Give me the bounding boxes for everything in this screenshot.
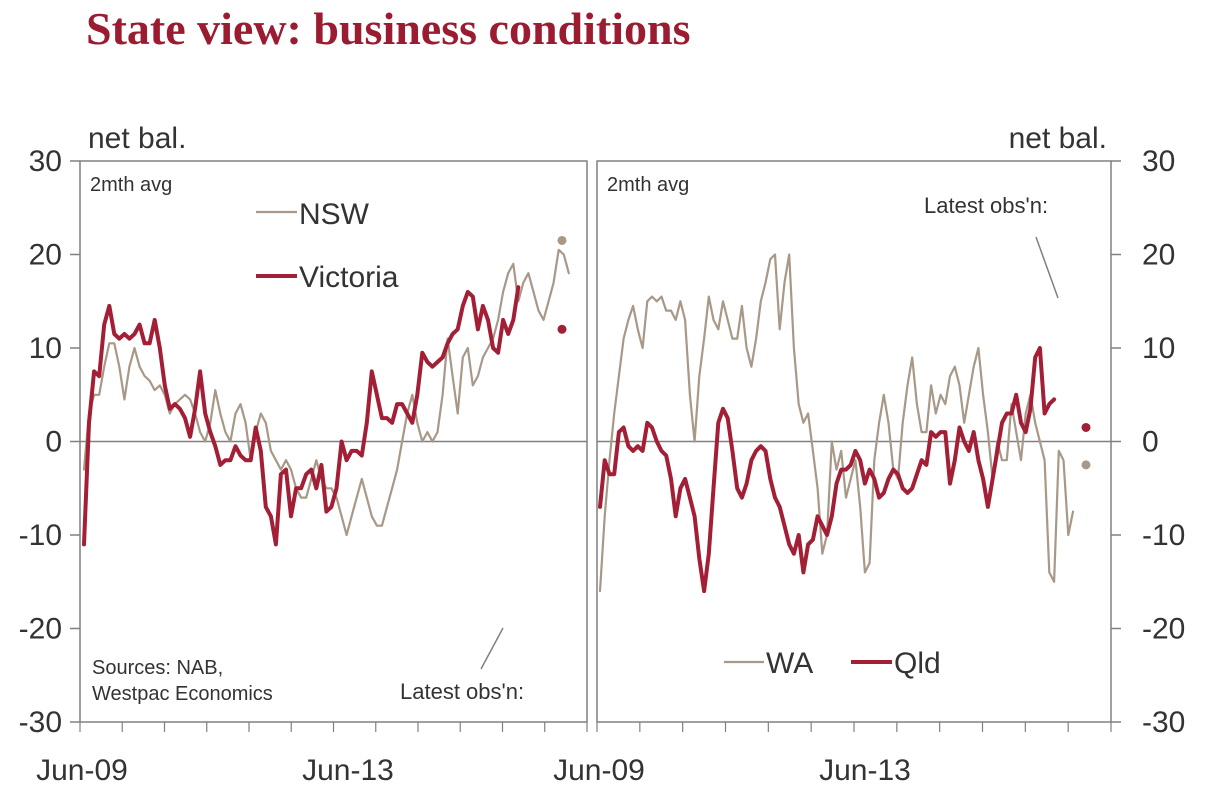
panel-left-series-victoria-latest-dot [557,324,567,334]
panel-right-y-tick-label: 30 [1142,145,1175,178]
panel-left-y-tick-label: 0 [45,426,62,459]
panel-right-y-tick-label: -20 [1142,613,1185,646]
panel-left-y-axis-label: net bal. [88,122,186,155]
panel-left-y-tick-label: -20 [19,613,62,646]
legend-victoria-label: Victoria [299,261,399,294]
legend-qld-label: Qld [894,647,941,680]
panel-right-y-tick-label: 20 [1142,239,1175,272]
panel-right-y-tick-label: -30 [1142,706,1185,739]
panel-left-x-tick-label: Jun-09 [36,754,128,787]
panel-left-y-tick-label: 20 [29,239,62,272]
panel-left-series-victoria-line [82,285,521,547]
panel-left-x-tick-label: Jun-13 [302,754,394,787]
source-note-line1: Sources: NAB, [92,657,223,679]
source-note-line2: Westpac Economics [92,683,273,705]
chart-title: State view: business conditions [86,3,691,54]
panel-right-y-tick-label: 10 [1142,332,1175,365]
panel-right-series-wa-latest-dot [1081,460,1091,470]
panel-left-y-tick-label: 30 [29,145,62,178]
panel-right-x-tick-label: Jun-09 [553,754,645,787]
panel-left-y-tick-label: -10 [19,519,62,552]
panel-right-x-tick-label: Jun-13 [819,754,911,787]
panel-right-note: 2mth avg [607,174,689,196]
panel-left-series-nsw-latest-dot [557,235,567,245]
panel-right-y-tick-label: -10 [1142,519,1185,552]
panel-left-y-tick-label: -30 [19,706,62,739]
panel-right-latest-label: Latest obs'n: [924,193,1048,218]
panel-left-note: 2mth avg [90,174,172,196]
legend-nsw-label: NSW [299,198,370,231]
legend-wa-label: WA [766,647,813,680]
panel-right-y-axis-label: net bal. [1009,122,1107,155]
panel-right-series-qld-line [598,346,1057,594]
panel-right-series-qld-latest-dot [1081,422,1091,432]
panel-left-latest-pointer [480,627,504,670]
panel-left-y-tick-label: 10 [29,332,62,365]
panel-left-latest-label: Latest obs'n: [400,679,524,704]
panel-right-latest-pointer [1035,236,1059,299]
panel-right-y-tick-label: 0 [1142,426,1159,459]
